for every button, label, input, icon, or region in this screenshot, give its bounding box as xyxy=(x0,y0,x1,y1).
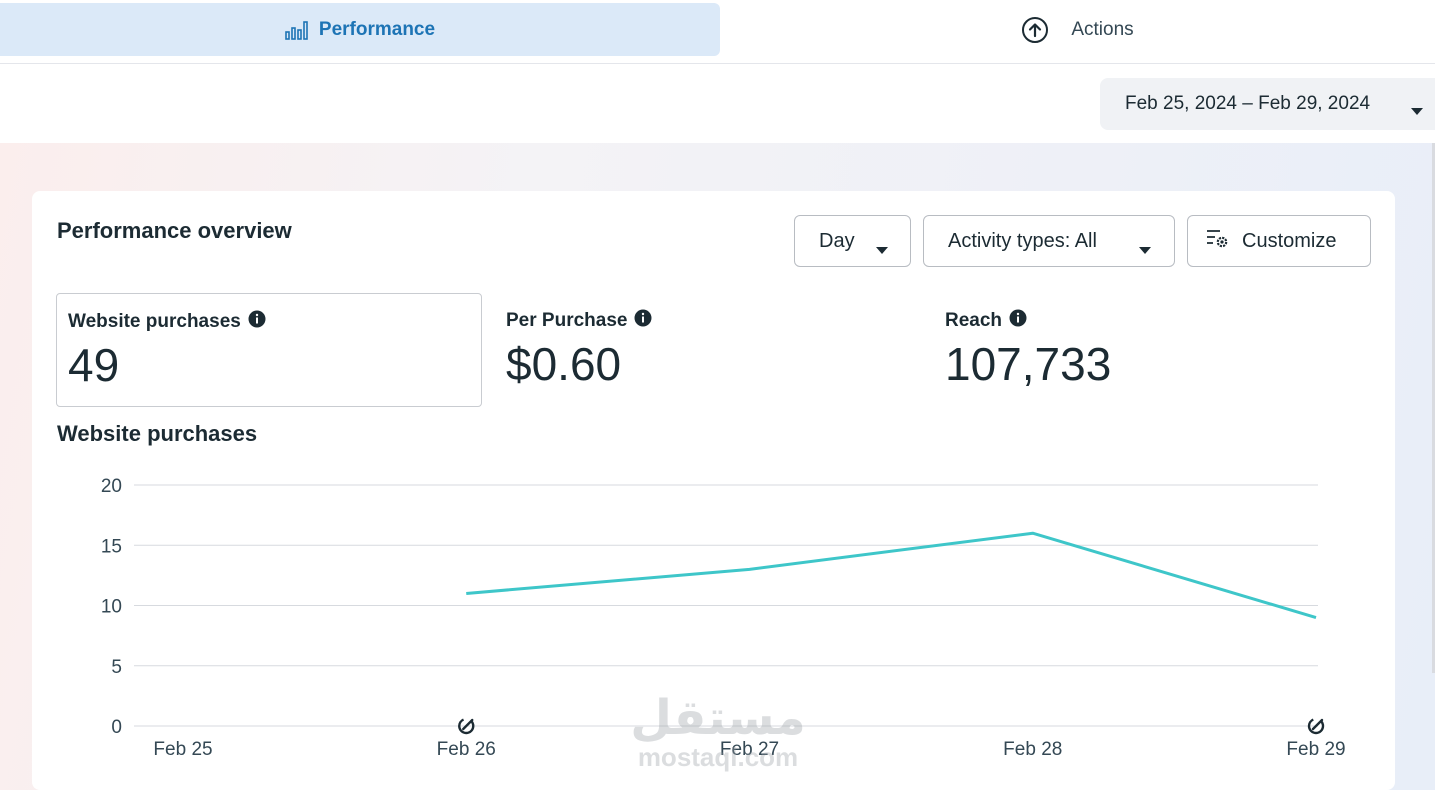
info-icon[interactable] xyxy=(248,310,266,334)
day-dropdown-label: Day xyxy=(819,229,855,252)
edit-indicator-icon[interactable] xyxy=(1307,717,1325,735)
date-range-label: Feb 25, 2024 – Feb 29, 2024 xyxy=(1125,93,1371,114)
caret-down-icon xyxy=(875,238,889,261)
performance-overview-card: Performance overview Day Activity types:… xyxy=(32,191,1395,790)
metric-label: Website purchases xyxy=(68,311,241,332)
tab-performance-label: Performance xyxy=(318,18,436,40)
metric-label-wrap: Per Purchase xyxy=(506,309,652,333)
metric-label-wrap: Website purchases xyxy=(68,310,266,334)
y-tick-label: 5 xyxy=(111,657,122,678)
website-purchases-chart: 0 5 10 15 20 Feb 25 Feb 26 Feb 27 Feb 28 Feb 29 xyxy=(101,476,1346,760)
x-tick-label: Feb 28 xyxy=(1003,739,1062,760)
bar-chart-icon xyxy=(285,20,309,40)
tab-actions[interactable]: Actions xyxy=(720,3,1435,56)
tab-bar: Performance Actions xyxy=(0,0,1435,64)
series-line xyxy=(466,531,1317,619)
y-tick-label: 20 xyxy=(101,476,122,497)
customize-settings-icon xyxy=(1206,227,1230,255)
y-tick-label: 0 xyxy=(111,717,122,738)
y-tick-label: 10 xyxy=(101,597,122,618)
metric-label: Per Purchase xyxy=(506,310,628,331)
activity-types-dropdown[interactable]: Activity types: All xyxy=(923,215,1175,267)
chart-title: Website purchases xyxy=(57,421,258,446)
metric-reach[interactable]: Reach 107,733 xyxy=(934,293,1354,407)
y-tick-label: 15 xyxy=(101,536,122,557)
tab-actions-label: Actions xyxy=(1071,18,1134,40)
info-icon[interactable] xyxy=(1009,309,1027,333)
customize-label: Customize xyxy=(1242,229,1337,252)
card-title: Performance overview xyxy=(57,218,292,243)
activity-types-label: Activity types: All xyxy=(948,229,1097,252)
x-tick-label: Feb 25 xyxy=(153,739,212,760)
metric-label-wrap: Reach xyxy=(945,309,1027,333)
scrollbar[interactable] xyxy=(1432,143,1435,673)
edit-indicator-icon[interactable] xyxy=(458,717,475,735)
metric-value: 49 xyxy=(68,339,120,391)
caret-down-icon xyxy=(1410,100,1424,122)
date-range-selector[interactable]: Feb 25, 2024 – Feb 29, 2024 xyxy=(1100,78,1435,130)
metric-per-purchase[interactable]: Per Purchase $0.60 xyxy=(495,293,915,407)
x-tick-label: Feb 29 xyxy=(1286,739,1345,760)
metric-value: 107,733 xyxy=(945,338,1112,390)
x-tick-label: Feb 27 xyxy=(720,739,779,760)
tab-performance[interactable]: Performance xyxy=(0,3,720,56)
info-icon[interactable] xyxy=(634,309,652,333)
metric-value: $0.60 xyxy=(506,338,622,390)
day-dropdown[interactable]: Day xyxy=(794,215,911,267)
customize-button[interactable]: Customize xyxy=(1187,215,1371,267)
metric-label: Reach xyxy=(945,310,1003,331)
metric-website-purchases[interactable]: Website purchases 49 xyxy=(56,293,482,407)
arrow-up-circle-icon xyxy=(1021,16,1049,44)
x-tick-label: Feb 26 xyxy=(437,739,496,760)
caret-down-icon xyxy=(1138,238,1152,261)
